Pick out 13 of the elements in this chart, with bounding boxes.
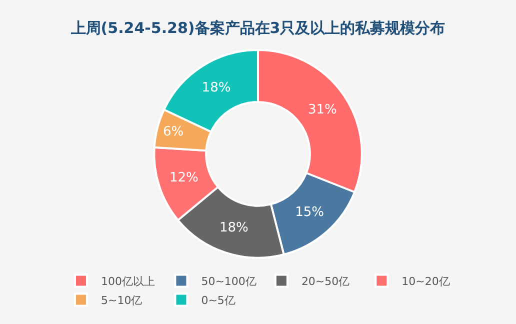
data-label: 6% bbox=[162, 124, 184, 140]
legend-label: 100亿以上 bbox=[101, 275, 155, 288]
chart-title: 上周(5.24-5.28)备案产品在3只及以上的私募规模分布 bbox=[70, 19, 446, 38]
data-label: 18% bbox=[202, 80, 231, 96]
data-label: 18% bbox=[219, 220, 248, 236]
data-label: 31% bbox=[308, 102, 337, 118]
legend-label: 50~100亿 bbox=[201, 275, 256, 288]
legend-label: 10~20亿 bbox=[402, 275, 450, 288]
data-label: 12% bbox=[169, 170, 198, 186]
data-label: 15% bbox=[295, 204, 324, 220]
legend-label: 5~10亿 bbox=[101, 294, 142, 308]
legend-label: 20~50亿 bbox=[301, 275, 350, 288]
legend-label: 0~5亿 bbox=[201, 294, 236, 308]
